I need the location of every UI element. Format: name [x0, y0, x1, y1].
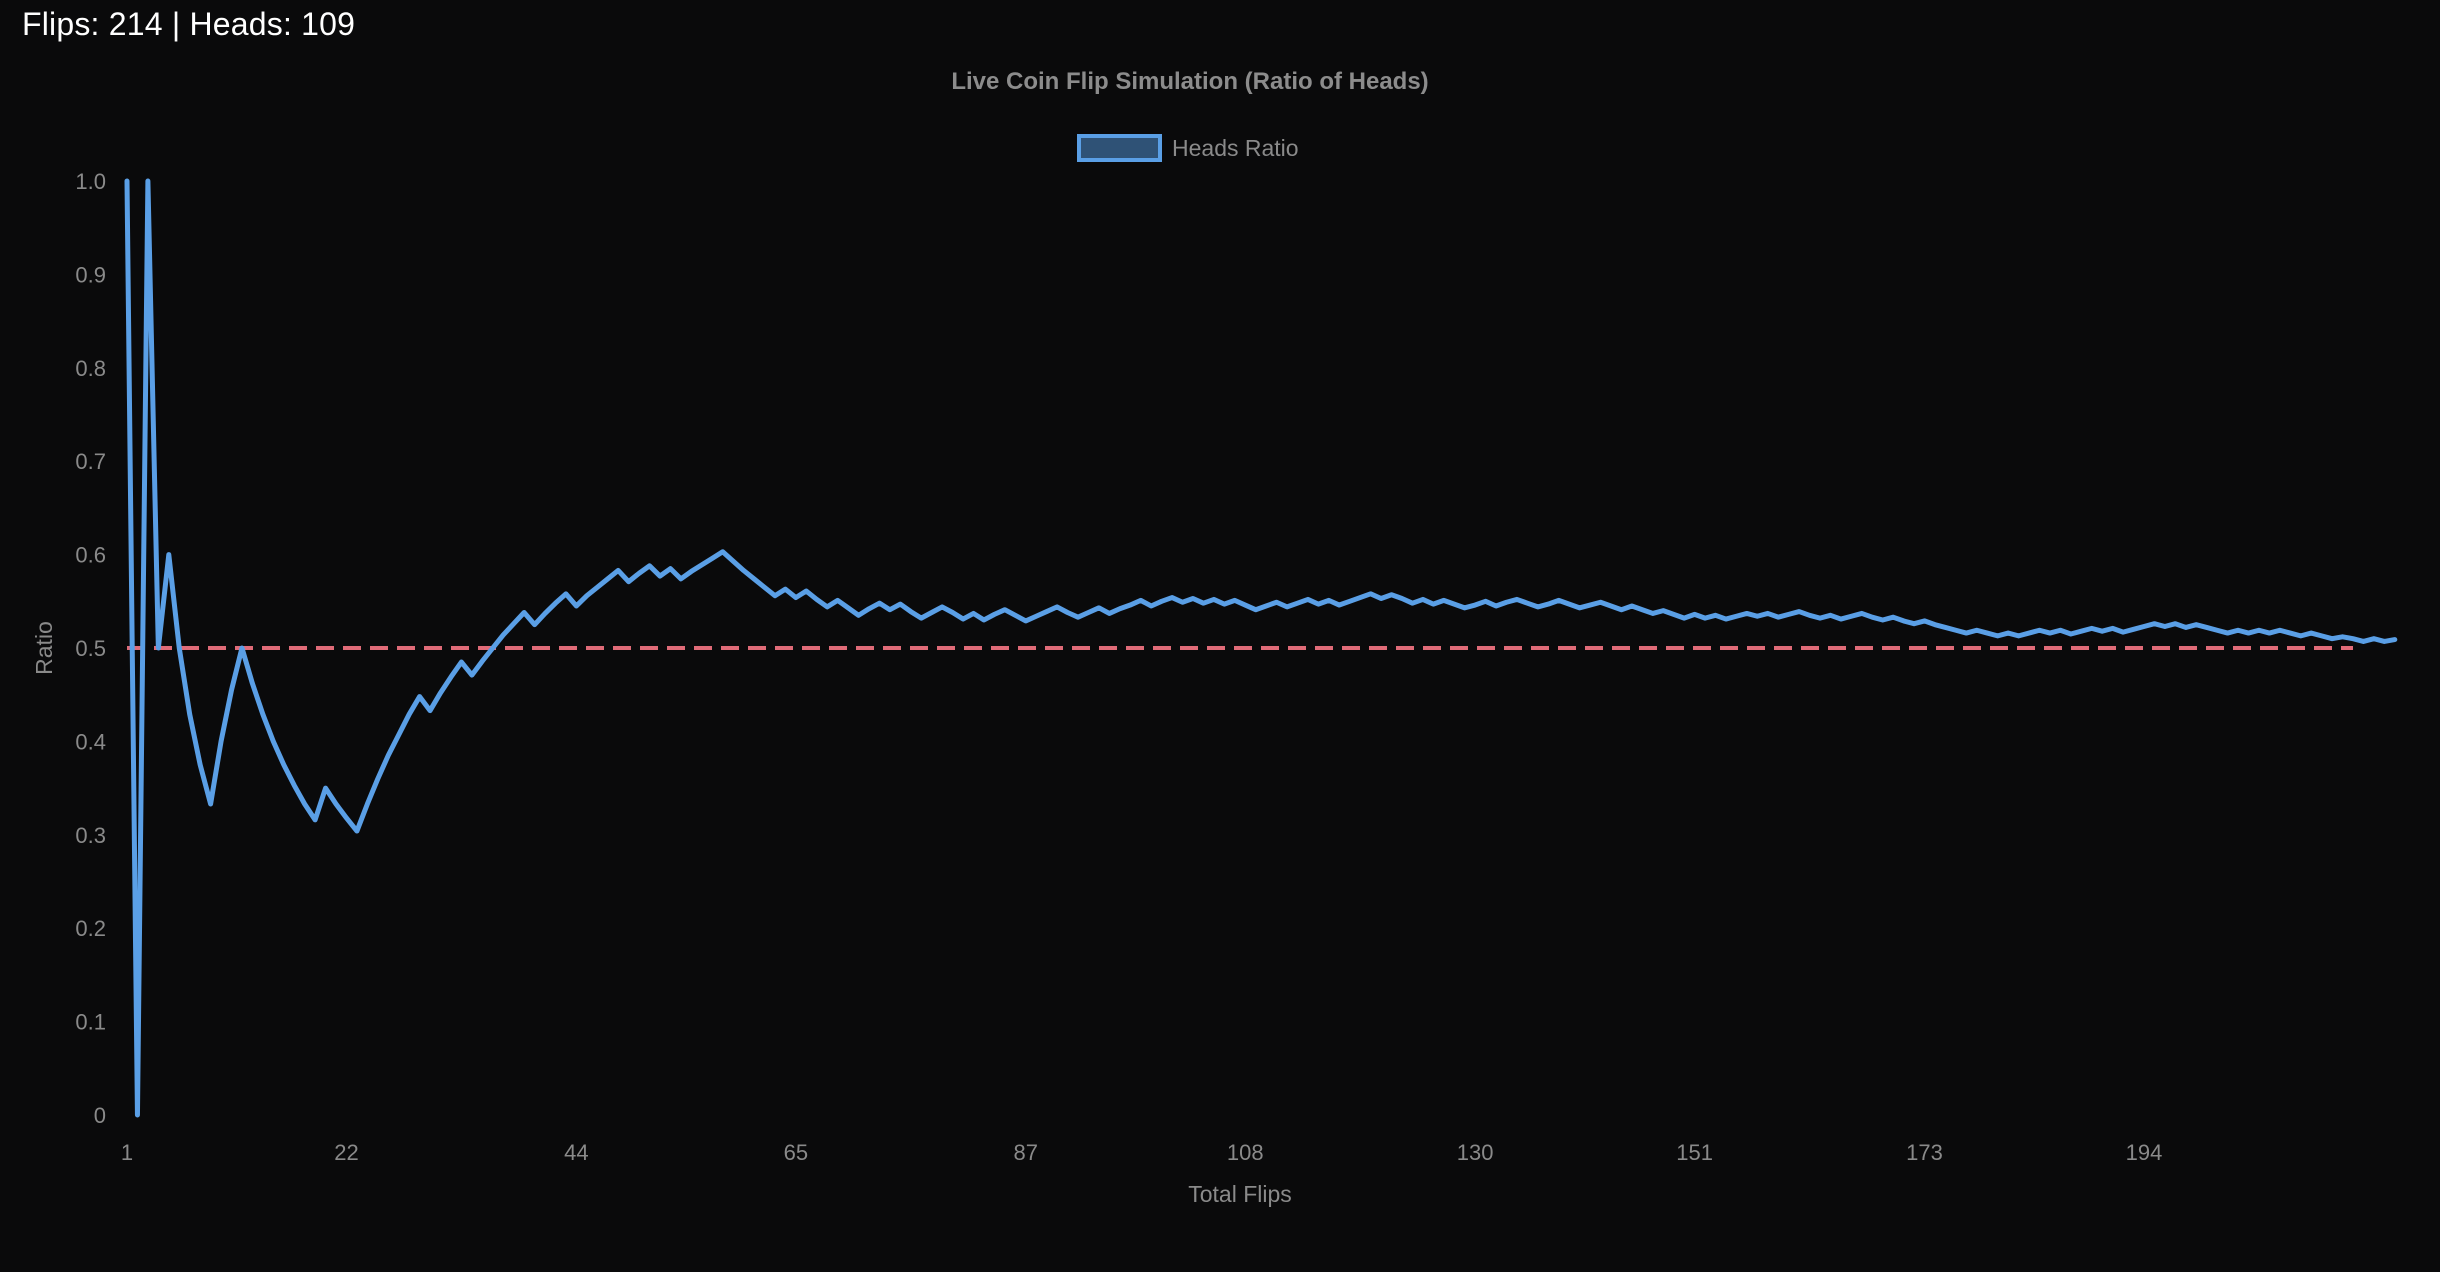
stats-readout: Flips: 214 | Heads: 109: [22, 6, 355, 43]
y-tick-label: 0.3: [75, 823, 106, 848]
x-tick-label: 130: [1457, 1140, 1494, 1165]
x-axis-ticks: 1 22 44 65 87 108 130 151 173 194: [121, 1140, 2162, 1165]
x-tick-label: 87: [1014, 1140, 1038, 1165]
y-tick-label: 0.2: [75, 916, 106, 941]
x-tick-label: 108: [1227, 1140, 1264, 1165]
heads-ratio-line: [124, 178, 2398, 1118]
x-tick-label: 65: [784, 1140, 808, 1165]
x-tick-label: 22: [334, 1140, 358, 1165]
x-tick-label: 194: [2126, 1140, 2163, 1165]
y-tick-label: 1.0: [75, 169, 106, 194]
x-tick-label: 173: [1906, 1140, 1943, 1165]
y-tick-label: 0.9: [75, 262, 106, 287]
legend[interactable]: Heads Ratio: [1077, 134, 1299, 162]
plot-area: [124, 178, 2398, 1118]
y-axis-title: Ratio: [31, 621, 57, 675]
y-tick-label: 0.8: [75, 356, 106, 381]
heads-count: 109: [301, 6, 356, 42]
heads-label: Heads:: [189, 6, 293, 42]
flips-label: Flips:: [22, 6, 100, 42]
legend-label: Heads Ratio: [1172, 135, 1299, 161]
legend-swatch: [1077, 134, 1162, 162]
y-tick-label: 0.7: [75, 449, 106, 474]
chart-title: Live Coin Flip Simulation (Ratio of Head…: [951, 68, 1428, 95]
x-tick-label: 151: [1676, 1140, 1713, 1165]
y-tick-label: 0.1: [75, 1010, 106, 1035]
y-tick-label: 0.5: [75, 636, 106, 661]
y-tick-label: 0.4: [75, 729, 106, 754]
x-axis-title: Total Flips: [1188, 1181, 1292, 1207]
x-tick-label: 1: [121, 1140, 133, 1165]
flips-count: 214: [108, 6, 163, 42]
y-tick-label: 0.6: [75, 543, 106, 568]
y-axis-ticks: 0 0.1 0.2 0.3 0.4 0.5 0.6 0.7 0.8 0.9 1.0: [75, 169, 106, 1128]
y-tick-label: 0: [94, 1103, 106, 1128]
x-tick-label: 44: [564, 1140, 588, 1165]
stats-separator: |: [171, 6, 181, 42]
